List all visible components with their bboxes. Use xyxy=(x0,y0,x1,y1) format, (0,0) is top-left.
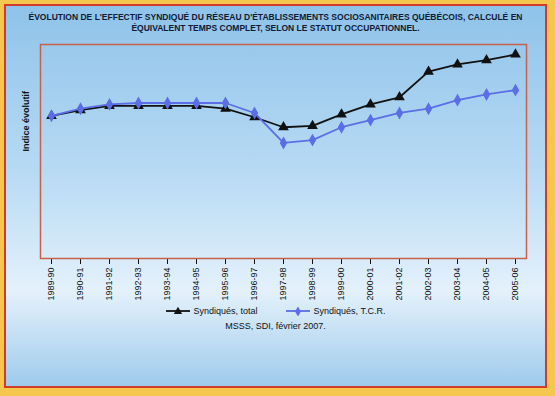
svg-text:2000-01: 2000-01 xyxy=(365,268,375,301)
svg-text:1993-94: 1993-94 xyxy=(162,268,172,301)
svg-text:2004-05: 2004-05 xyxy=(481,268,491,301)
svg-text:Indice évolutif: Indice évolutif xyxy=(21,90,31,152)
svg-text:1990-91: 1990-91 xyxy=(75,268,85,301)
svg-text:1989-90: 1989-90 xyxy=(46,268,56,301)
svg-text:1999-00: 1999-00 xyxy=(336,268,346,301)
svg-text:2005-06: 2005-06 xyxy=(510,268,520,301)
html-text:MSSS, SDI, février 2007.: MSSS, SDI, février 2007. xyxy=(225,321,326,331)
html-text:Syndiqués, total: Syndiqués, total xyxy=(193,306,258,316)
svg-text:2003-04: 2003-04 xyxy=(452,268,462,301)
svg-text:2001-02: 2001-02 xyxy=(394,268,404,301)
svg-text:1995-96: 1995-96 xyxy=(220,268,230,301)
svg-text:1997-98: 1997-98 xyxy=(278,268,288,301)
svg-text:1998-99: 1998-99 xyxy=(307,268,317,301)
svg-text:1991-92: 1991-92 xyxy=(104,268,114,301)
svg-text:1992-93: 1992-93 xyxy=(133,268,143,301)
svg-text:2002-03: 2002-03 xyxy=(423,268,433,301)
html-text:ÉVOLUTION DE L'EFFECTIF SYNDIQ: ÉVOLUTION DE L'EFFECTIF SYNDIQUÉ DU RÉSE… xyxy=(28,12,523,33)
svg-text:1994-95: 1994-95 xyxy=(191,268,201,301)
svg-text:1996-97: 1996-97 xyxy=(249,268,259,301)
html-text:Syndiqués, T.C.R.: Syndiqués, T.C.R. xyxy=(313,306,386,316)
